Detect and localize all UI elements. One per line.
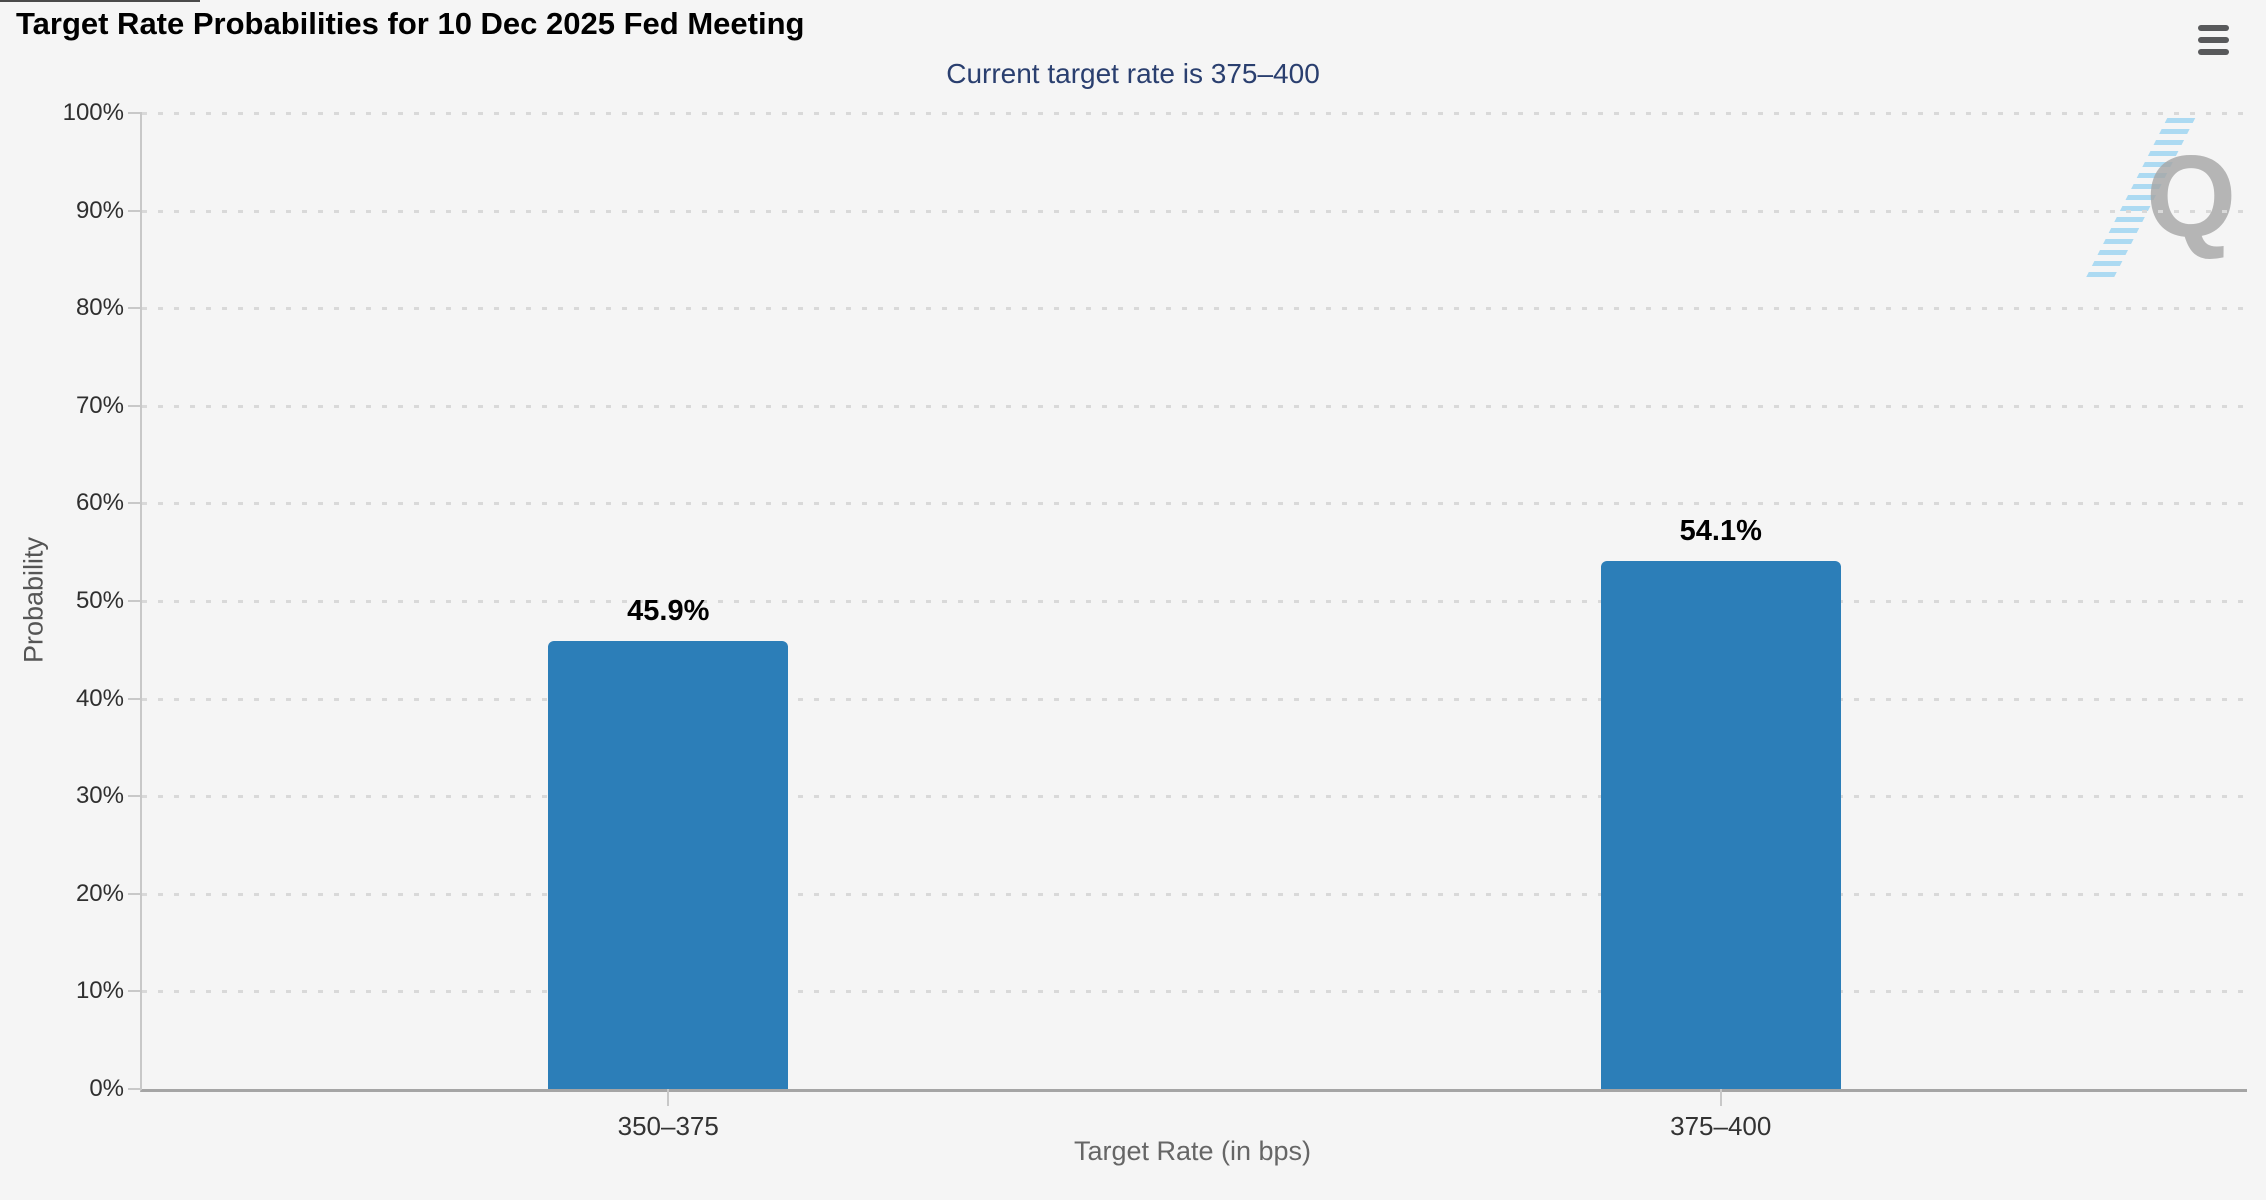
x-tick-mark-375–400 [1719,1089,1722,1106]
y-tick-label-50: 50% [75,587,124,614]
y-tick-mark-70 [128,404,142,407]
x-category-label: 350–375 [617,1111,719,1141]
gridline-50 [142,600,2247,603]
chart-context-menu-button[interactable] [2192,22,2234,62]
gridline-80 [142,307,2247,311]
y-tick-mark-50 [128,600,142,602]
y-tick-mark-0 [128,1088,142,1090]
y-tick-label-10: 10% [75,977,124,1005]
y-tick-label-30: 30% [75,782,124,810]
chart-subtitle: Current target rate is 375–400 [946,58,1320,89]
bar-value-label: 54.1% [1679,514,1762,547]
bar-375–400[interactable] [1600,560,1841,1089]
top-edge-artifact [0,0,200,2]
y-tick-label-80: 80% [75,294,124,322]
y-tick-mark-90 [128,209,142,212]
y-tick-mark-30 [128,795,142,798]
bar-350–375[interactable] [548,641,789,1089]
y-tick-label-70: 70% [75,391,124,419]
y-tick-label-60: 60% [75,489,124,517]
gridline-60 [142,502,2247,506]
y-axis-title: Probability [18,536,49,664]
hamburger-icon [2192,25,2234,55]
y-tick-mark-20 [128,892,142,895]
y-tick-mark-60 [128,502,142,505]
gridline-20 [142,892,2247,896]
gridline-100 [142,112,2247,115]
y-tick-label-0: 0% [89,1075,124,1102]
gridline-30 [142,795,2247,799]
gridline-90 [142,209,2247,213]
plot-area: 0% 10% 20% 30% 40% 50% 60% 70% 80% 90% 100% 45.9% 35… [63,99,2247,1141]
y-tick-label-20: 20% [75,879,124,907]
x-axis-title: Target Rate (in bps) [1073,1136,1312,1166]
gridline-70 [142,404,2247,408]
y-tick-mark-80 [128,307,142,310]
y-tick-mark-10 [128,990,142,993]
gridline-40 [142,697,2247,701]
y-tick-label-40: 40% [75,684,124,712]
x-tick-mark-350–375 [667,1089,670,1106]
y-tick-mark-100 [128,112,142,114]
bar-value-label: 45.9% [627,595,710,628]
y-tick-mark-40 [128,697,142,700]
x-category-label: 375–400 [1670,1111,1772,1141]
chart-title: Target Rate Probabilities for 10 Dec 202… [16,6,805,41]
gridline-10 [142,990,2247,994]
y-tick-label-90: 90% [75,196,124,224]
y-tick-label-100: 100% [62,99,124,126]
